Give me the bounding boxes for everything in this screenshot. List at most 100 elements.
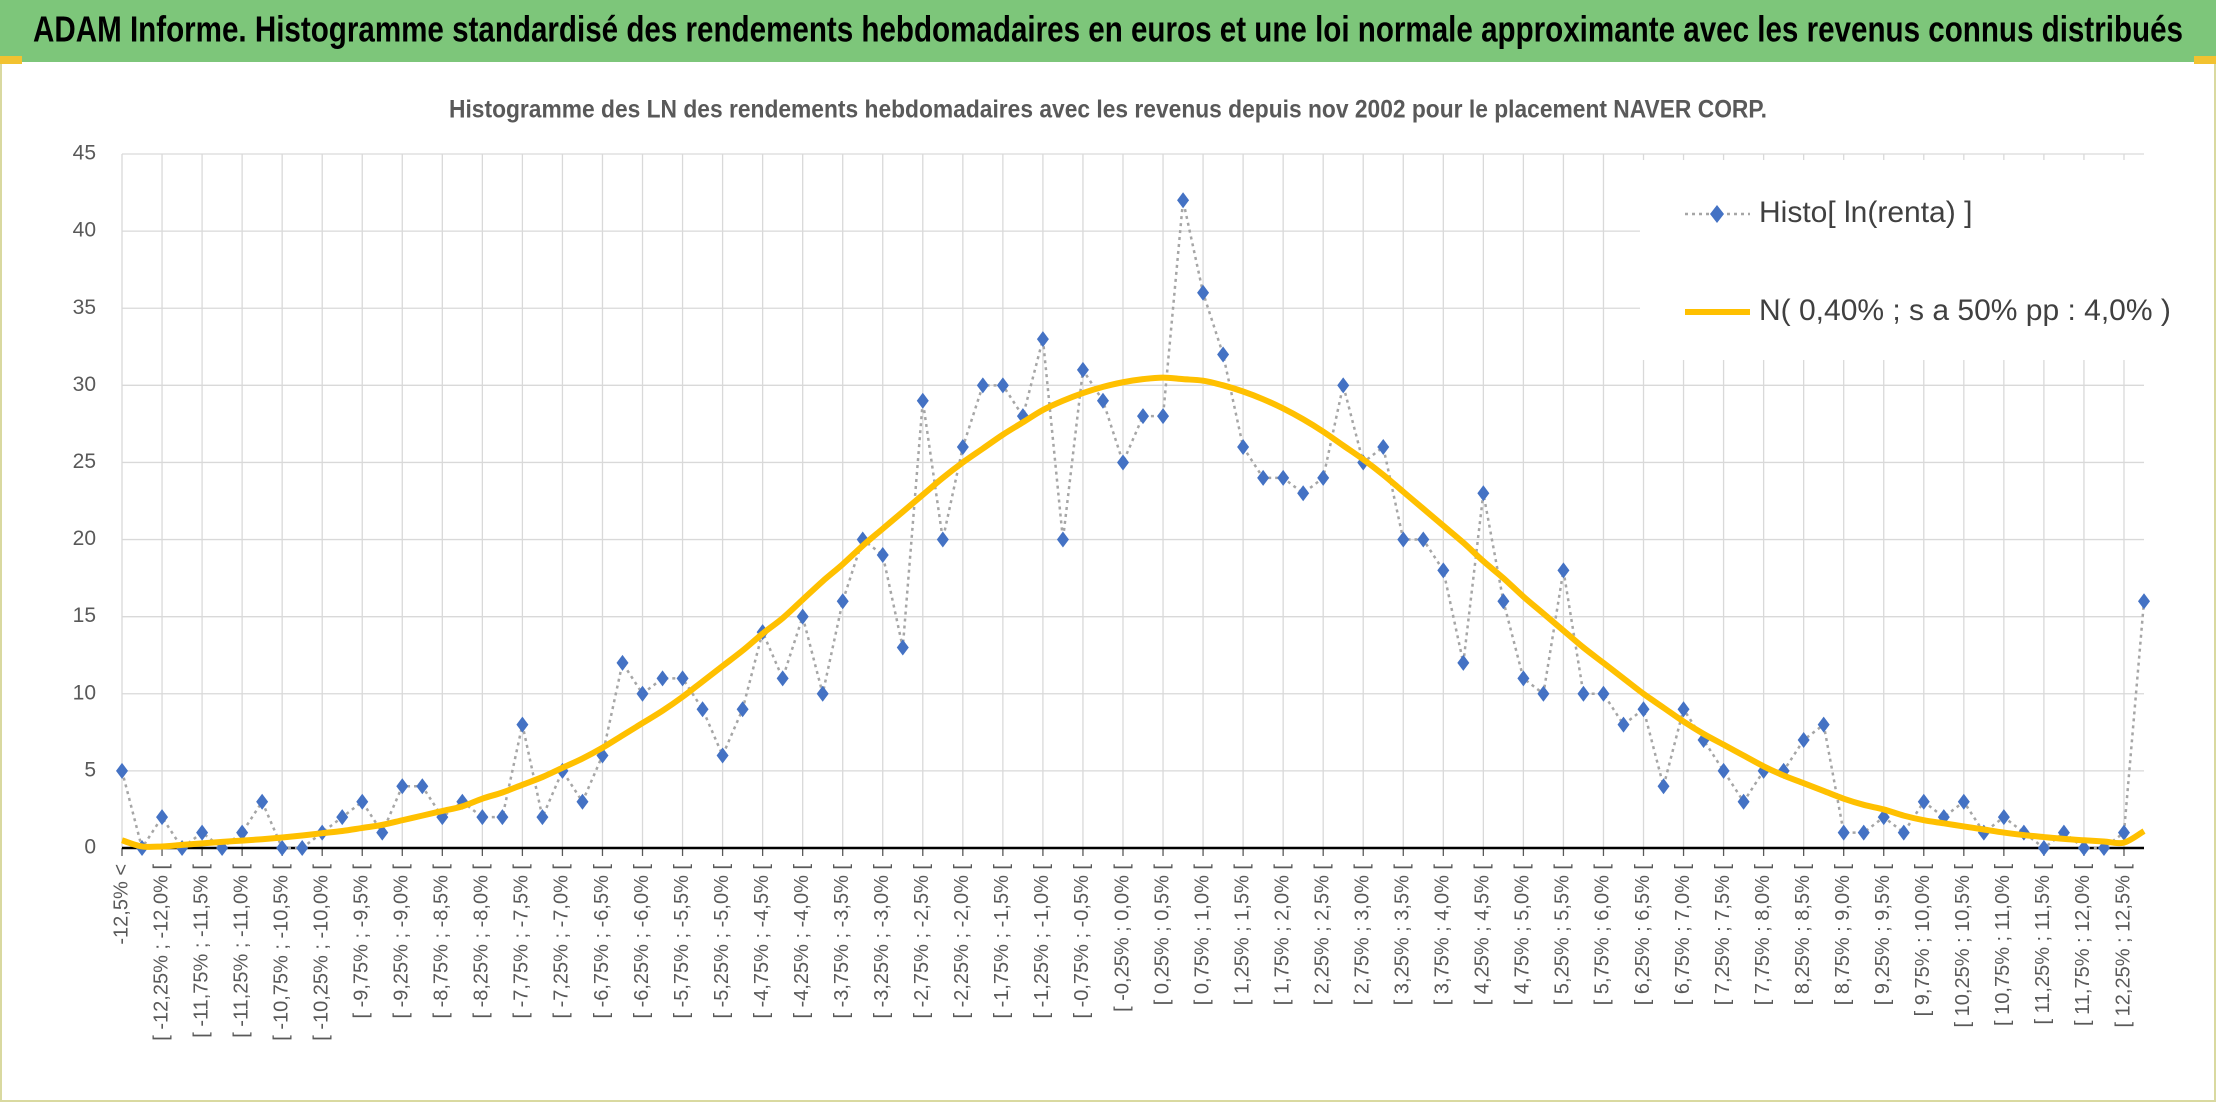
histogram-marker xyxy=(1457,654,1470,671)
header-title: ADAM Informe. Histogramme standardisé de… xyxy=(33,9,2183,50)
y-tick-label: 30 xyxy=(73,373,96,396)
histogram-marker xyxy=(256,793,269,810)
x-tick-label: [ 9,75% ; 10,0% [ xyxy=(1912,864,1934,1017)
histogram-marker xyxy=(1817,716,1830,733)
histogram-marker xyxy=(1677,701,1690,718)
histogram-marker xyxy=(516,716,529,733)
x-tick-label: -12,5% < xyxy=(110,864,132,945)
histogram-marker xyxy=(116,762,128,779)
x-tick-label: [ 5,25% ; 5,5% [ xyxy=(1552,864,1574,1006)
x-tick-label: [ -11,25% ; -11,0% [ xyxy=(230,864,252,1038)
histogram-marker xyxy=(1297,485,1310,502)
histogram-marker xyxy=(276,840,289,856)
histogram-marker xyxy=(1377,439,1390,456)
x-tick-label: [ 0,75% ; 1,0% [ xyxy=(1191,864,1213,1006)
x-tick-label: [ 11,75% ; 12,0% [ xyxy=(2072,864,2094,1026)
histogram-marker xyxy=(1597,685,1610,702)
x-tick-label: [ 6,75% ; 7,0% [ xyxy=(1672,864,1694,1006)
histogram-marker xyxy=(1917,793,1930,810)
x-tick-label: [ 8,25% ; 8,5% [ xyxy=(1792,864,1814,1006)
x-tick-label: [ -6,75% ; -6,5% [ xyxy=(591,864,613,1019)
histogram-marker xyxy=(1277,469,1290,486)
x-tick-label: [ 7,75% ; 8,0% [ xyxy=(1752,864,1774,1006)
histogram-marker xyxy=(1897,824,1910,841)
x-tick-label: [ -3,75% ; -3,5% [ xyxy=(831,864,853,1019)
x-tick-label: [ -1,25% ; -1,0% [ xyxy=(1031,864,1053,1019)
histogram-marker xyxy=(416,778,429,795)
x-tick-label: [ 10,75% ; 11,0% [ xyxy=(1992,864,2014,1026)
y-tick-label: 15 xyxy=(73,604,96,627)
histogram-marker xyxy=(1096,392,1109,409)
y-tick-label: 20 xyxy=(73,527,96,550)
histogram-marker xyxy=(896,639,909,656)
histogram-marker xyxy=(916,392,929,409)
histogram-marker xyxy=(1116,454,1129,471)
histogram-marker xyxy=(1997,809,2010,826)
y-tick-label: 35 xyxy=(73,296,96,319)
histogram-marker xyxy=(2138,593,2150,610)
histogram-marker xyxy=(1076,361,1089,378)
histogram-marker xyxy=(1517,670,1530,687)
x-tick-label: [ -8,75% ; -8,5% [ xyxy=(431,864,453,1019)
histogram-marker xyxy=(1477,485,1490,502)
histogram-marker xyxy=(236,824,249,841)
histogram-marker xyxy=(1257,469,1270,486)
histogram-marker xyxy=(296,840,309,856)
histogram-marker xyxy=(996,377,1009,394)
histogram-marker xyxy=(1056,531,1069,548)
histogram-marker xyxy=(1557,562,1570,579)
x-tick-label: [ 4,25% ; 4,5% [ xyxy=(1472,864,1494,1006)
x-tick-label: [ 6,25% ; 6,5% [ xyxy=(1632,864,1654,1006)
y-tick-label: 45 xyxy=(73,142,96,165)
histogram-marker xyxy=(1657,778,1670,795)
histogram-marker xyxy=(1036,331,1049,348)
histogram-marker xyxy=(336,809,349,826)
histogram-marker xyxy=(396,778,409,795)
histogram-marker xyxy=(1737,793,1750,810)
x-tick-label: [ -9,75% ; -9,5% [ xyxy=(351,864,373,1019)
histogram-marker xyxy=(1337,377,1350,394)
x-tick-label: [ 9,25% ; 9,5% [ xyxy=(1872,864,1894,1006)
histogram-marker xyxy=(1397,531,1410,548)
legend-label: N( 0,40% ; s a 50% pp : 4,0% ) xyxy=(1759,294,2171,327)
x-tick-label: [ 2,25% ; 2,5% [ xyxy=(1311,864,1333,1006)
x-tick-label: [ 1,75% ; 2,0% [ xyxy=(1271,864,1293,1006)
histogram-marker xyxy=(976,377,989,394)
y-tick-label: 10 xyxy=(73,681,96,704)
x-tick-label: [ 10,25% ; 10,5% [ xyxy=(1952,864,1974,1028)
legend-marker xyxy=(1710,205,1724,223)
x-tick-label: [ 8,75% ; 9,0% [ xyxy=(1832,864,1854,1006)
x-tick-label: [ 12,25% ; 12,5% [ xyxy=(2112,864,2134,1028)
histogram-marker xyxy=(1317,469,1330,486)
x-tick-label: [ -1,75% ; -1,5% [ xyxy=(991,864,1013,1019)
x-tick-label: [ -7,25% ; -7,0% [ xyxy=(551,864,573,1019)
histogram-marker xyxy=(1717,762,1730,779)
x-tick-label: [ -4,75% ; -4,5% [ xyxy=(751,864,773,1019)
x-tick-label: [ -2,25% ; -2,0% [ xyxy=(951,864,973,1019)
histogram-marker xyxy=(636,685,649,702)
histogram-marker xyxy=(476,809,489,826)
y-tick-label: 5 xyxy=(84,758,96,781)
x-tick-label: [ -2,75% ; -2,5% [ xyxy=(911,864,933,1019)
y-tick-label: 25 xyxy=(73,450,96,473)
histogram-marker xyxy=(2077,840,2090,856)
histogram-marker xyxy=(1537,685,1550,702)
histogram-marker xyxy=(496,809,509,826)
legend-background xyxy=(1640,160,2150,360)
normal-curve xyxy=(121,374,2146,850)
x-tick-label: [ 11,25% ; 11,5% [ xyxy=(2032,864,2054,1025)
histogram-marker xyxy=(536,809,549,826)
histogram-marker xyxy=(1637,701,1650,718)
histogram-marker xyxy=(656,670,669,687)
histogram-marker xyxy=(2117,824,2130,841)
histogram-marker xyxy=(1617,716,1630,733)
x-tick-label: [ -10,75% ; -10,5% [ xyxy=(270,864,292,1041)
histogram-marker xyxy=(196,824,209,841)
histogram-marker xyxy=(1177,192,1190,209)
chart-title: Histogramme des LN des rendements hebdom… xyxy=(449,96,1767,124)
histogram-marker xyxy=(1197,284,1210,301)
x-tick-label: [ 4,75% ; 5,0% [ xyxy=(1512,864,1534,1006)
histogram-marker xyxy=(796,608,809,625)
histogram-marker xyxy=(936,531,949,548)
